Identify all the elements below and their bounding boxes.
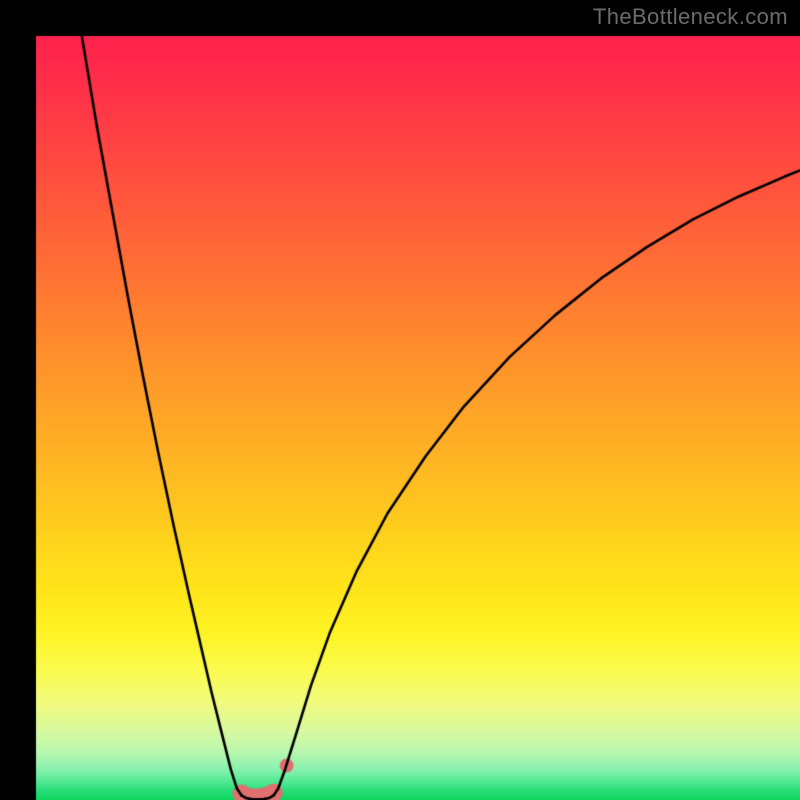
site-credit: TheBottleneck.com [593, 4, 788, 30]
bottleneck-plot [0, 0, 800, 800]
